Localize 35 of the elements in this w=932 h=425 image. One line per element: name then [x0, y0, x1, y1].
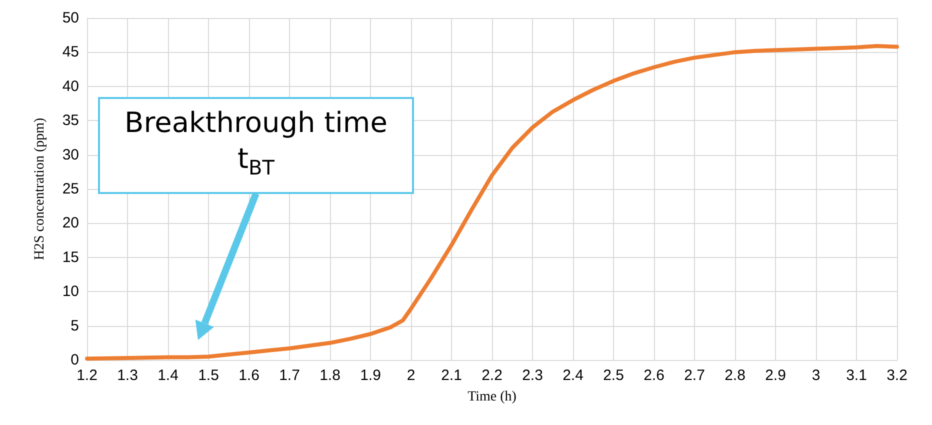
x-tick-label: 1.8: [320, 367, 340, 384]
x-tick-label: 3.1: [846, 367, 867, 384]
x-tick-label: 3.2: [886, 367, 908, 384]
x-tick-label: 3: [812, 367, 820, 384]
y-tick-label: 0: [70, 352, 79, 368]
x-tick-label: 2.3: [522, 367, 543, 384]
x-tick-label: 1.4: [158, 367, 178, 384]
y-tick-label: 30: [62, 146, 79, 164]
x-axis-title: Time (h): [468, 390, 517, 404]
y-tick-label: 35: [62, 112, 79, 130]
x-tick-label: 2.8: [724, 367, 746, 384]
x-tick-label: 1.6: [238, 367, 260, 384]
y-tick-label: 15: [62, 248, 79, 266]
x-tick-label: 1.3: [117, 367, 138, 384]
y-tick-label: 45: [62, 44, 79, 61]
x-tick-label: 1.5: [198, 367, 219, 384]
x-tick-label: 2: [406, 367, 416, 384]
y-tick-label: 5: [70, 317, 79, 334]
x-tick-label: 2.7: [684, 367, 705, 384]
x-tick-label: 2.1: [441, 367, 462, 384]
x-tick-label: 1.2: [76, 367, 98, 384]
y-tick-label: 50: [62, 10, 79, 26]
x-tick-label: 1.7: [279, 367, 300, 384]
x-tick-label: 2.5: [603, 367, 624, 384]
x-tick-label: 2.9: [765, 367, 786, 384]
y-tick-label: 40: [62, 78, 79, 95]
x-tick-label: 2.6: [644, 367, 664, 384]
y-axis-title: H2S concentration (ppm): [32, 118, 48, 260]
y-tick-label: 25: [62, 180, 79, 198]
annotation: Breakthrough time t$_{BT}$: [98, 97, 414, 194]
x-tick-label: 2.4: [562, 367, 584, 384]
x-tick-label: 1.9: [360, 367, 381, 384]
y-tick-label: 10: [62, 283, 79, 300]
y-tick-label: 20: [62, 214, 79, 232]
x-tick-label: 2.2: [482, 367, 502, 384]
